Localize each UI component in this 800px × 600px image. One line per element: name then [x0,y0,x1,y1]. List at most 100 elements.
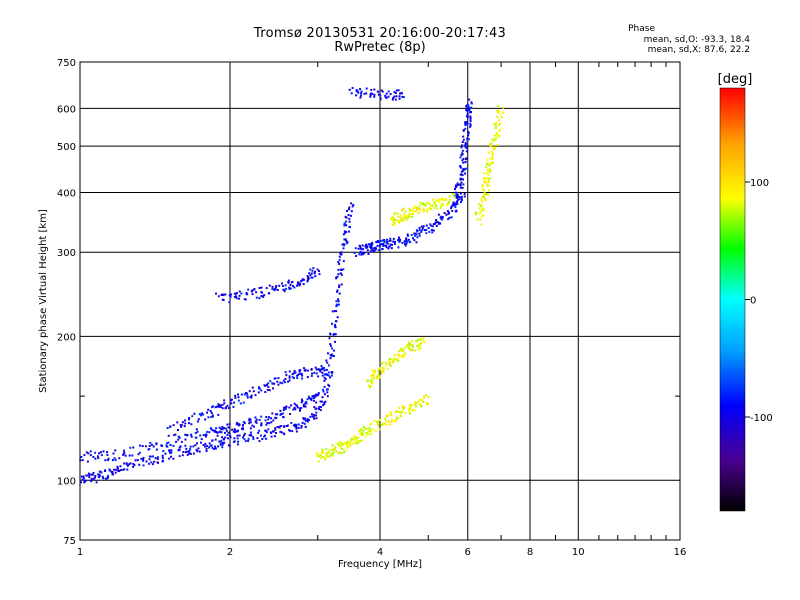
data-point [487,179,490,182]
data-point [350,210,353,213]
data-point [303,403,306,406]
data-point [482,196,485,199]
data-point [371,369,374,372]
data-point [450,216,453,219]
data-point [408,347,411,350]
data-point [496,110,499,113]
data-point [370,433,373,436]
colorbar-gradient [719,87,746,512]
data-point [445,198,448,201]
data-point [172,444,175,447]
data-point [273,435,276,438]
data-point [316,454,319,457]
data-point [376,244,379,247]
data-point [331,449,334,451]
data-point [358,430,361,433]
data-point [411,215,414,218]
data-point [329,354,332,357]
data-point [278,284,281,287]
data-point [459,192,462,195]
data-point [393,359,396,362]
data-point [425,232,428,235]
data-point [419,347,422,350]
data-point [185,447,188,450]
data-point [389,423,391,426]
data-point [334,326,337,329]
data-point [405,242,408,245]
data-point [283,290,286,293]
data-point [237,422,240,425]
data-point [421,210,424,213]
data-point [395,416,398,419]
data-point [464,161,467,163]
data-point [132,462,135,465]
data-point [466,107,469,110]
data-point [391,216,394,219]
data-point [369,429,372,432]
data-point [297,374,299,377]
data-point [404,352,407,355]
data-point [415,405,418,408]
data-point [237,396,240,399]
data-point [387,413,390,416]
data-point [493,134,496,137]
data-point [284,284,287,287]
data-point [311,415,314,418]
data-point [129,462,132,465]
data-point [416,236,419,239]
data-point [408,342,411,345]
data-point [299,409,301,412]
data-point [320,450,323,453]
data-point [420,405,423,408]
data-point [340,446,343,449]
data-point [337,303,340,306]
data-point [243,393,246,396]
data-point [388,245,391,248]
data-point [440,202,443,205]
data-point [155,448,158,451]
data-point [411,213,414,216]
data-point [331,310,334,313]
data-point [386,241,389,244]
data-point [340,273,343,276]
data-point [97,457,100,459]
data-point [172,424,175,427]
data-point [462,161,465,164]
data-point [168,457,171,460]
data-point [223,441,226,444]
data-point [490,162,493,165]
data-point [468,109,471,111]
data-point [204,445,207,448]
data-point [340,442,343,444]
data-point [138,451,141,454]
data-point [191,415,194,418]
data-point [292,284,294,287]
data-point [418,208,421,211]
data-point [446,210,449,213]
data-point [462,135,465,138]
data-point [234,431,236,434]
data-point [482,214,485,217]
data-point [436,207,439,210]
data-point [460,199,463,202]
data-point [116,467,119,470]
data-point [211,446,214,449]
data-point [221,425,224,428]
data-point [437,213,440,216]
data-point [199,434,202,437]
data-point [183,425,186,428]
data-point [205,435,207,438]
data-point [405,237,408,240]
data-point [389,357,392,360]
data-point [478,203,481,206]
data-point [206,430,209,433]
data-point [90,480,93,483]
data-point [372,428,375,431]
data-point [261,295,264,298]
data-point [141,445,144,448]
data-point [388,358,391,361]
data-point [360,248,363,251]
data-point [328,454,331,457]
data-point [260,422,263,425]
data-point [258,419,261,421]
